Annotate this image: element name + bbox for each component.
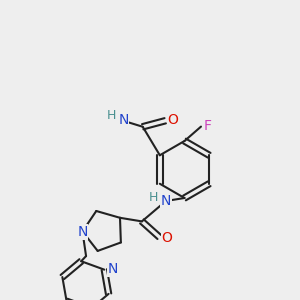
Text: N: N xyxy=(161,194,171,208)
Text: H: H xyxy=(107,110,116,122)
Text: N: N xyxy=(77,225,88,239)
Text: O: O xyxy=(162,231,172,245)
Text: O: O xyxy=(168,113,178,127)
Text: N: N xyxy=(118,113,129,128)
Text: F: F xyxy=(204,119,212,133)
Text: H: H xyxy=(149,190,159,204)
Text: N: N xyxy=(108,262,119,276)
